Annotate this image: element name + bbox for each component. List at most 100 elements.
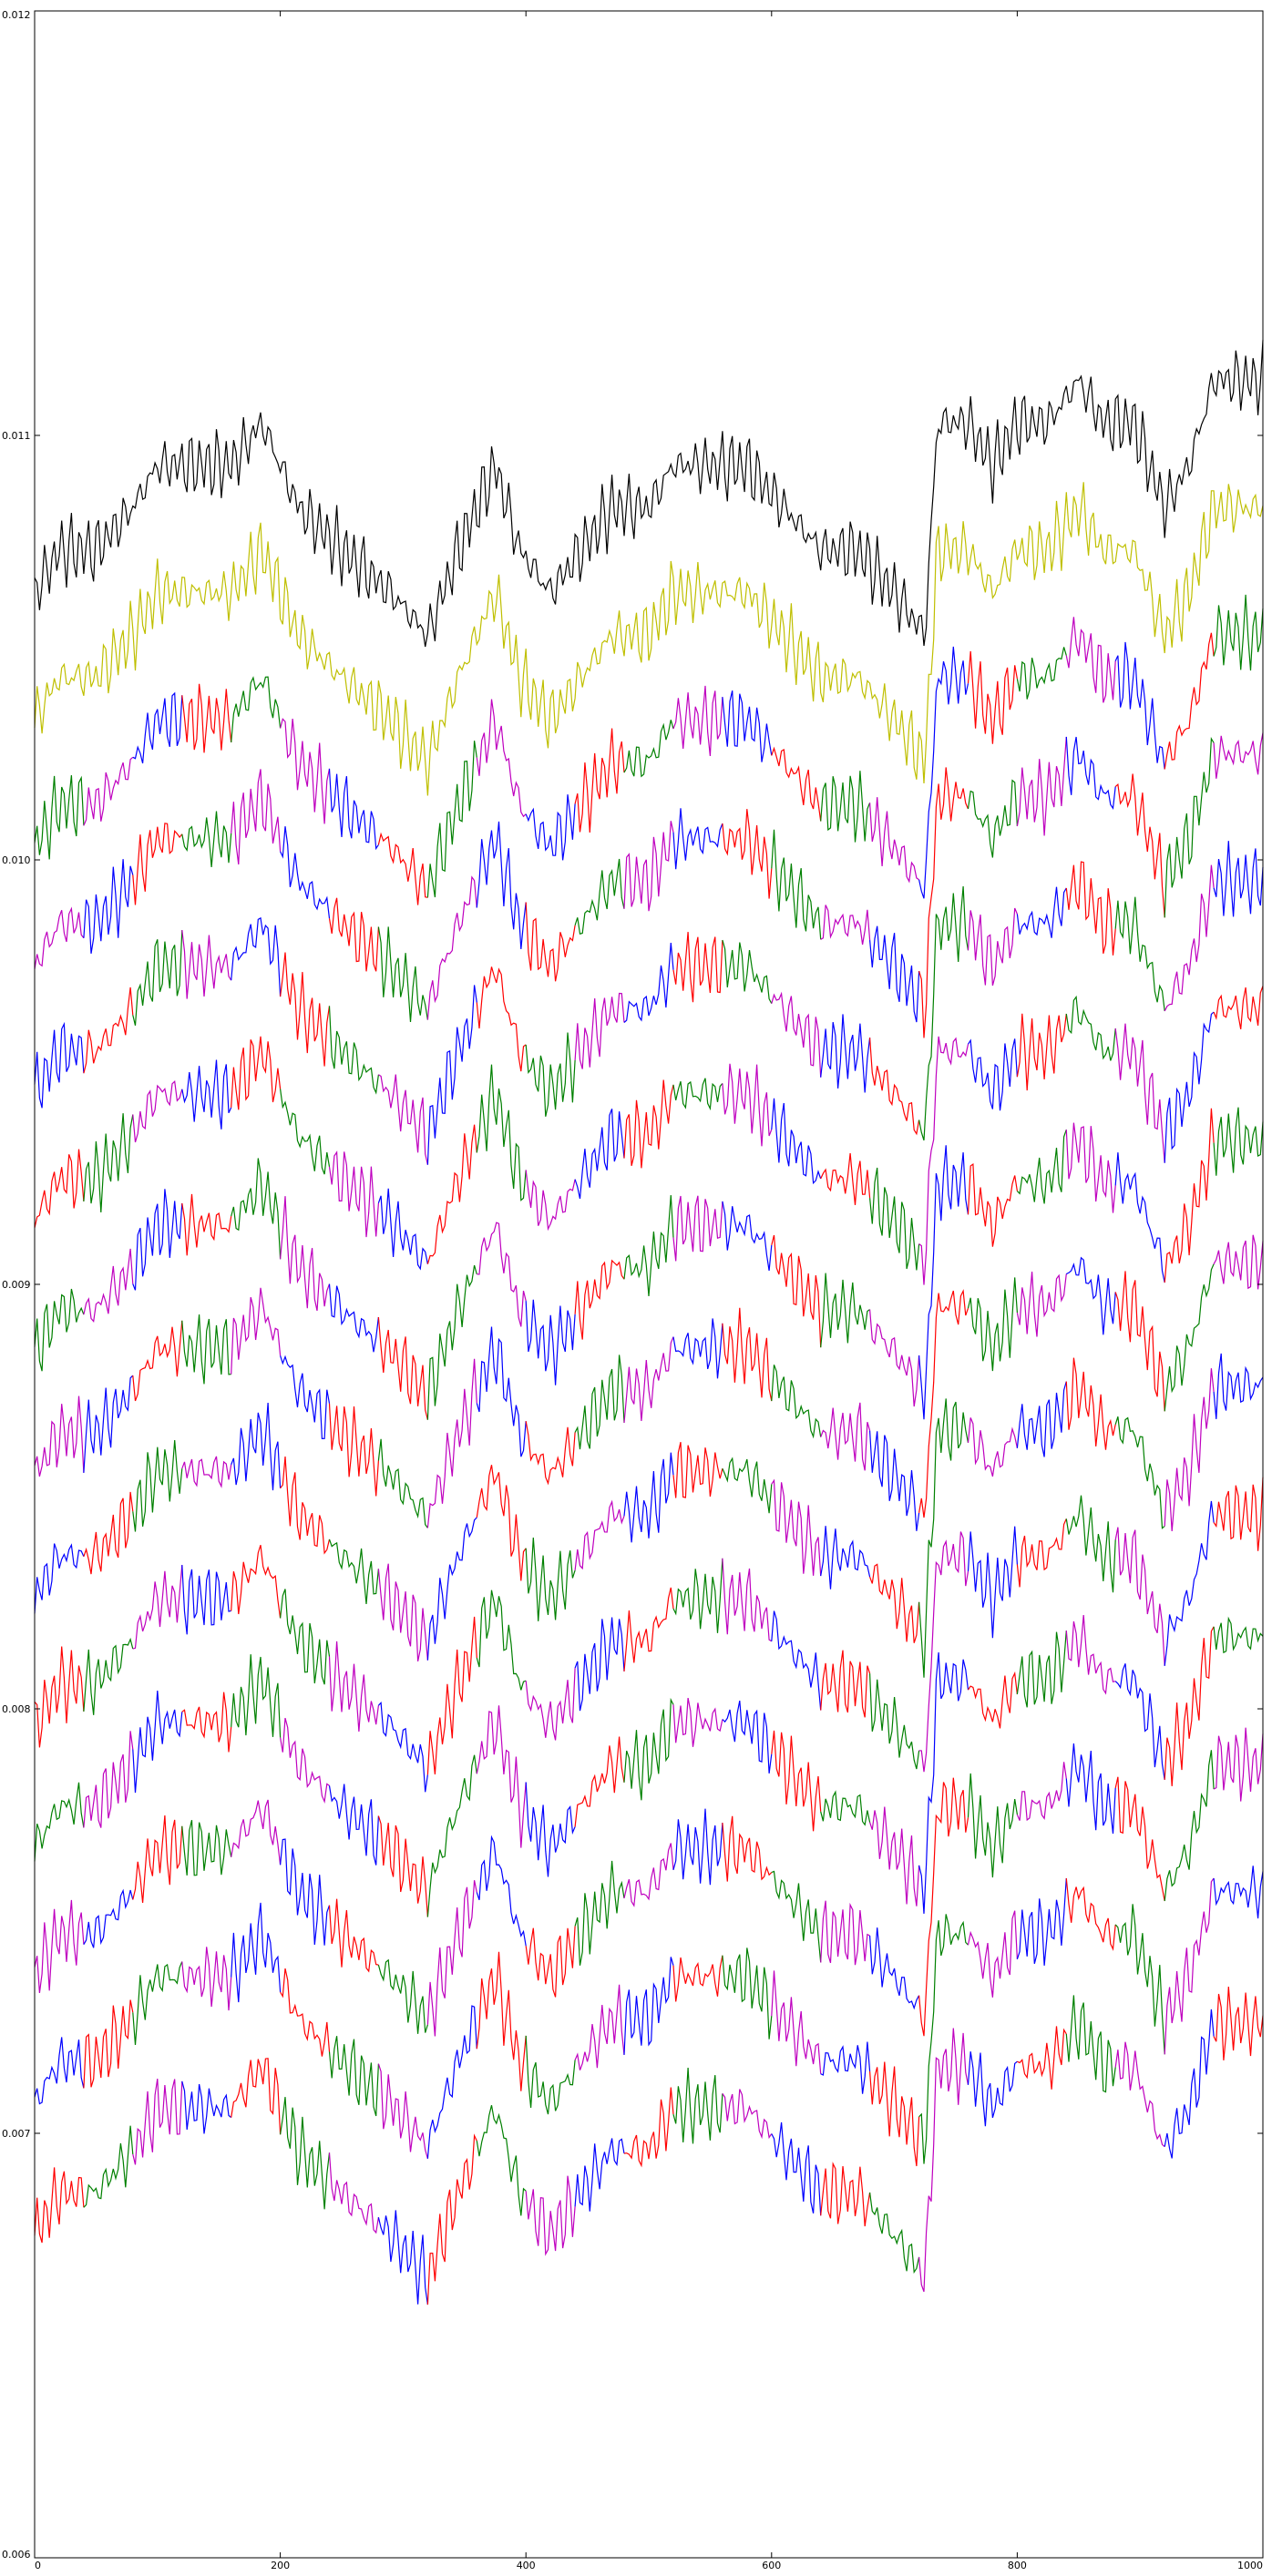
series-segment [181,683,232,753]
series-segment [426,1754,477,1917]
series-segment [426,875,477,1020]
series-segment [280,718,331,824]
series-segment [476,699,527,818]
series-segment [132,1565,183,1650]
series-segment [1213,1986,1264,2060]
series-segment [181,811,232,868]
series-segment [623,720,674,778]
series-segment [1164,1877,1215,2055]
series-segment [1164,1011,1215,1163]
series-segment [623,2087,674,2168]
series-segment [1016,1878,1067,1966]
series-segment [280,1717,330,1804]
series-segment [918,1398,969,1678]
series-segment [231,769,282,865]
series-segment [231,1402,282,1491]
series-segment [181,1947,232,2011]
series-segment [672,1318,723,1379]
series-segment [1213,732,1264,779]
series-segment [771,991,822,1078]
y-tick-label: 0.009 [2,1279,31,1291]
series-segment [1164,1108,1215,1283]
series-segment [918,1777,969,2037]
series-segment [771,1234,822,1348]
series-segment [1114,1904,1165,2055]
x-tick-label: 1000 [1237,2560,1263,2571]
series-segment [426,741,477,898]
series-segment [231,1158,282,1260]
series-segment [574,728,625,833]
series-segment [328,768,379,851]
series-segment [623,1079,674,1169]
series-segment [83,1113,134,1213]
series-segment [1213,986,1264,1030]
series-segment [525,1299,576,1385]
series-segment [771,2121,822,2216]
series-segment [34,2037,85,2105]
series-segment [1114,1416,1165,1529]
series-segment [672,1195,723,1262]
series-segment [869,1927,920,2010]
series-segment [525,1032,576,1117]
series-segment [623,821,674,912]
series-segment [1164,632,1215,770]
series-segment [378,1074,428,1165]
series-segment [132,1079,183,1143]
series-line [34,1866,1264,2167]
series-segment [1213,1727,1264,1802]
series-segment [1065,995,1116,1061]
series-segment [574,2138,625,2212]
series-segment [280,2097,331,2210]
series-segment [231,1654,282,1738]
x-tick-label: 400 [517,2560,536,2571]
series-segment [918,2028,969,2293]
series-segment [967,1277,1018,1372]
series-segment [83,1637,134,1715]
series-segment [181,1193,232,1256]
series-segment [328,1283,379,1353]
series-segment [722,690,773,762]
y-tick-label: 0.011 [2,430,31,442]
series-segment [967,1526,1018,1639]
series-segment [967,1417,1018,1477]
series-segment [722,1558,773,1642]
series-segment [1065,1615,1116,1695]
series-segment [1114,1663,1165,1780]
series-segment [967,1163,1018,1247]
series-segment [34,1021,85,1109]
series-segment [623,1587,674,1671]
series-line [34,1615,1264,1917]
series-segment [377,1438,428,1528]
series-segment [1065,1357,1116,1450]
series-segment [377,832,428,905]
series-segment [1065,1122,1116,1213]
series-segment [181,1456,232,1488]
series-segment [132,1691,183,1794]
axis-ticks: 0 200 400 600 800 1000 0.006 0.007 0.008 0.009 0.0… [2,9,1264,2571]
series-segment [377,926,428,1023]
series-segment [280,1089,331,1175]
series-line [34,1353,1264,1678]
series-segment [722,1700,773,1774]
series-segment [820,905,871,946]
series-segment [672,1808,723,1886]
series-segment [83,1888,134,1948]
series-segment [525,2175,576,2256]
series-segment [1066,1256,1116,1335]
y-tick-label: 0.012 [2,9,31,21]
series-segment [771,1098,822,1185]
series-segment [231,2058,282,2135]
series-segment [34,1288,85,1372]
series-segment [722,1815,773,1882]
series-segment [132,1961,183,2046]
series-segment [1016,736,1067,836]
series-segment [967,1038,1018,1111]
series-segment [574,1736,625,1827]
series-segment [525,2035,576,2115]
series-segment [476,1064,527,1201]
x-tick-label: 0 [35,2560,41,2571]
series-segment [623,1452,674,1543]
series-segment [1114,2041,1165,2148]
series-segment [722,1307,773,1402]
series-segment [1164,1626,1215,1786]
